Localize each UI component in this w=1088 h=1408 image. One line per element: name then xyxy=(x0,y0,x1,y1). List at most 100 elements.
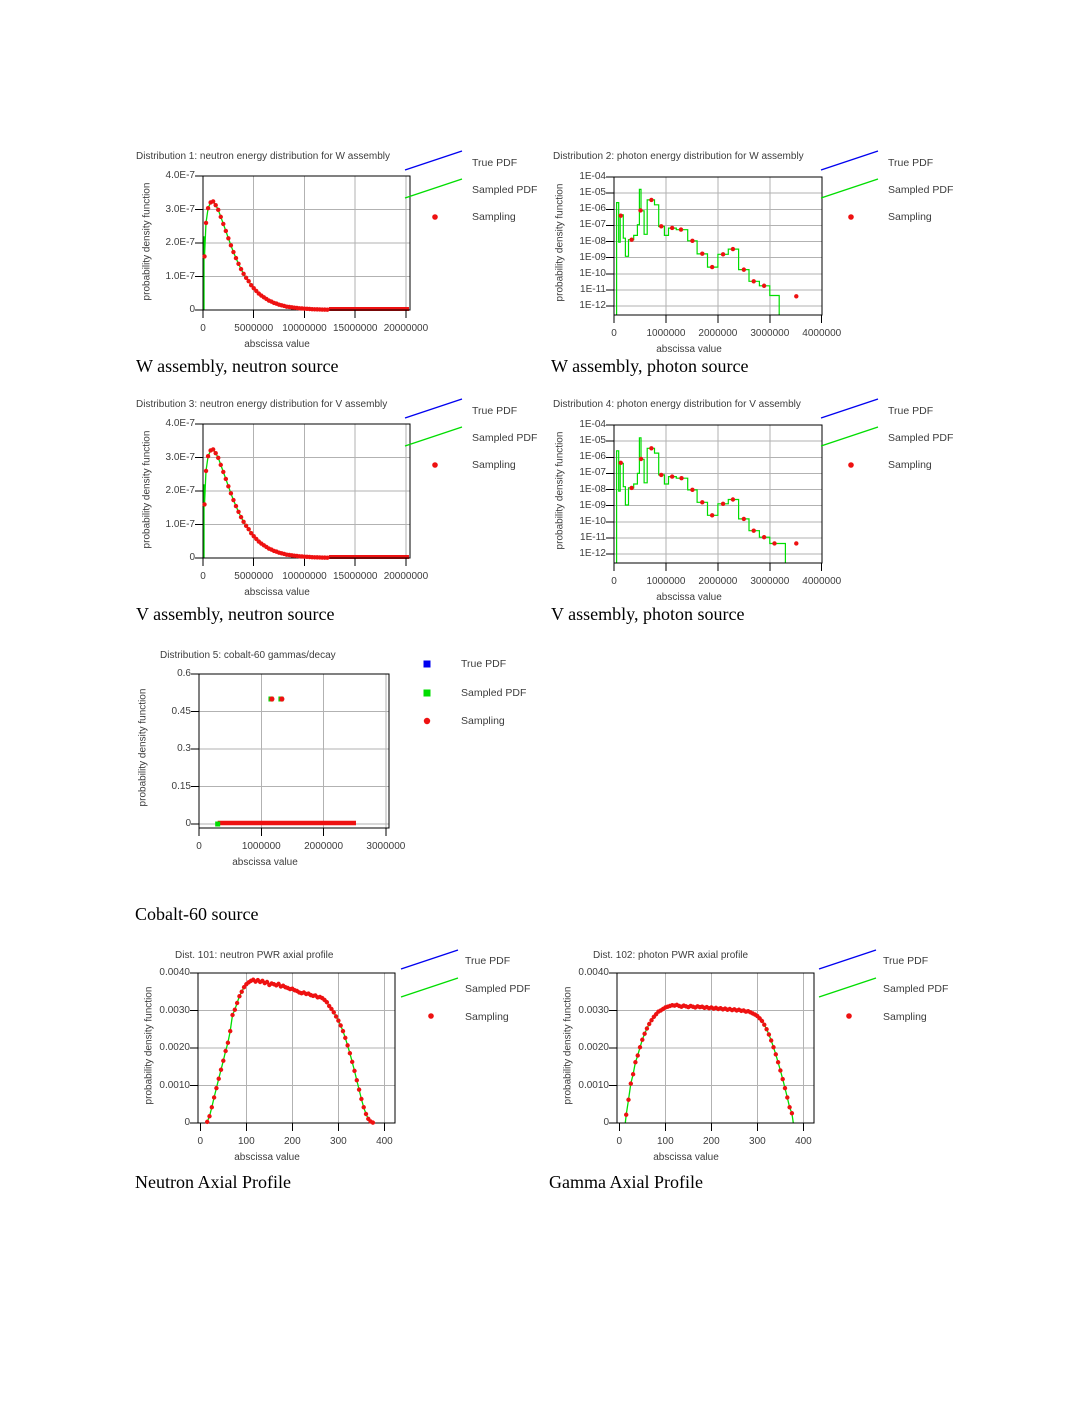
y-tick-label: 0 xyxy=(184,1117,190,1128)
x-tick-label: 1000000 xyxy=(646,328,686,339)
chart-title: Distribution 3: neutron energy distribut… xyxy=(136,399,388,410)
legend-label-sampled-pdf: Sampled PDF xyxy=(472,432,538,444)
x-tick-label: 100 xyxy=(656,1136,674,1147)
x-tick-label: 4000000 xyxy=(802,328,842,339)
legend-label-true-pdf: True PDF xyxy=(888,157,934,169)
x-tick-label: 0 xyxy=(616,1136,623,1147)
y-tick-label: 0.0030 xyxy=(159,1004,190,1016)
x-tick-label: 15000000 xyxy=(332,323,378,334)
x-tick-label: 400 xyxy=(376,1136,393,1147)
x-tick-label: 2000000 xyxy=(304,841,344,852)
x-tick-label: 15000000 xyxy=(332,571,378,582)
legend-label-sampled-pdf: Sampled PDF xyxy=(461,687,527,699)
x-tick-label: 3000000 xyxy=(366,841,406,852)
legend-label-true-pdf: True PDF xyxy=(883,955,929,967)
y-tick-label: 1E-11 xyxy=(580,283,606,295)
y-tick-label: 0.6 xyxy=(177,668,191,679)
y-tick-label: 4.0E-7 xyxy=(165,418,195,429)
chart-caption: W assembly, neutron source xyxy=(136,356,339,376)
x-tick-label: 5000000 xyxy=(234,323,274,334)
legend-label-true-pdf: True PDF xyxy=(465,955,511,967)
x-tick-label: 2000000 xyxy=(698,576,738,587)
y-tick-label: 2.0E-7 xyxy=(165,485,195,496)
legend-label-sampling: Sampling xyxy=(472,459,516,471)
y-tick-label: 1E-12 xyxy=(579,548,606,559)
sampled-pdf-line-icon xyxy=(820,424,880,455)
sampling-dot-icon xyxy=(404,452,464,483)
x-axis-title: abscissa value xyxy=(656,344,722,355)
y-tick-label: 1E-07 xyxy=(579,219,606,231)
y-tick-label: 0.0020 xyxy=(578,1042,609,1053)
x-tick-label: 200 xyxy=(284,1136,301,1147)
true-pdf-square-icon xyxy=(421,657,433,675)
x-axis-title: abscissa value xyxy=(653,1152,719,1163)
sampled-pdf-line-icon xyxy=(404,176,464,207)
sampling-dot-icon xyxy=(820,452,880,483)
legend-label-sampling: Sampling xyxy=(465,1011,509,1023)
y-tick-label: 1.0E-7 xyxy=(165,270,195,282)
sampled-pdf-line-icon xyxy=(400,975,460,1006)
y-tick-label: 3.0E-7 xyxy=(165,451,195,463)
y-tick-label: 0.0010 xyxy=(159,1079,190,1091)
y-tick-label: 0.15 xyxy=(171,780,191,792)
x-axis-title: abscissa value xyxy=(656,592,722,603)
y-tick-label: 0.3 xyxy=(177,743,191,754)
legend-label-sampled-pdf: Sampled PDF xyxy=(883,983,949,995)
x-tick-label: 400 xyxy=(795,1136,812,1147)
legend-label-true-pdf: True PDF xyxy=(472,405,518,417)
y-tick-label: 0.0020 xyxy=(159,1042,190,1053)
y-tick-label: 1E-08 xyxy=(579,235,606,247)
sampled-pdf-line-icon xyxy=(818,975,878,1006)
chart-title: Distribution 5: cobalt-60 gammas/decay xyxy=(160,650,336,661)
x-tick-label: 3000000 xyxy=(750,576,790,587)
y-tick-label: 0 xyxy=(185,818,191,829)
true-pdf-line-icon xyxy=(820,396,880,427)
y-tick-label: 1E-10 xyxy=(579,515,606,527)
y-tick-label: 0 xyxy=(603,1117,609,1128)
chart-title: Distribution 4: photon energy distributi… xyxy=(553,399,801,410)
x-tick-label: 100 xyxy=(237,1136,255,1147)
x-tick-label: 0 xyxy=(197,1136,204,1147)
chart-caption: V assembly, neutron source xyxy=(136,604,335,624)
chart-caption: W assembly, photon source xyxy=(551,356,749,376)
y-tick-label: 1E-07 xyxy=(579,467,606,479)
x-axis-title: abscissa value xyxy=(232,857,298,868)
y-tick-label: 0.0010 xyxy=(578,1079,609,1091)
y-tick-label: 1E-09 xyxy=(579,499,606,511)
y-tick-label: 0.45 xyxy=(171,705,191,717)
y-tick-label: 1E-12 xyxy=(579,300,606,311)
sampling-dot-icon xyxy=(820,204,880,235)
legend-label-sampling: Sampling xyxy=(883,1011,927,1023)
sampling-dot-icon xyxy=(404,204,464,235)
legend-label-sampling: Sampling xyxy=(461,715,505,727)
y-tick-label: 0.0030 xyxy=(578,1004,609,1016)
true-pdf-line-icon xyxy=(404,396,464,427)
y-tick-label: 1E-09 xyxy=(579,251,606,263)
legend-label-sampled-pdf: Sampled PDF xyxy=(888,184,954,196)
sampling-dot-icon xyxy=(421,714,433,732)
x-tick-label: 10000000 xyxy=(282,571,327,582)
sampled-pdf-line-icon xyxy=(820,176,880,207)
y-tick-label: 4.0E-7 xyxy=(165,170,195,181)
x-tick-label: 10000000 xyxy=(282,323,327,334)
sampled-pdf-square-icon xyxy=(421,686,433,704)
x-tick-label: 2000000 xyxy=(698,328,738,339)
y-tick-label: 1E-04 xyxy=(579,171,606,182)
y-tick-label: 1E-08 xyxy=(579,483,606,495)
sampled-pdf-line-icon xyxy=(404,424,464,455)
x-tick-label: 0 xyxy=(196,841,202,852)
chart-caption: Neutron Axial Profile xyxy=(135,1172,291,1192)
y-tick-label: 0.0040 xyxy=(578,967,609,978)
y-tick-label: 1E-05 xyxy=(579,187,606,199)
x-tick-label: 0 xyxy=(611,576,617,587)
legend-label-sampled-pdf: Sampled PDF xyxy=(472,184,538,196)
x-tick-label: 300 xyxy=(330,1136,347,1147)
x-tick-label: 4000000 xyxy=(802,576,842,587)
y-tick-label: 0 xyxy=(189,304,195,315)
